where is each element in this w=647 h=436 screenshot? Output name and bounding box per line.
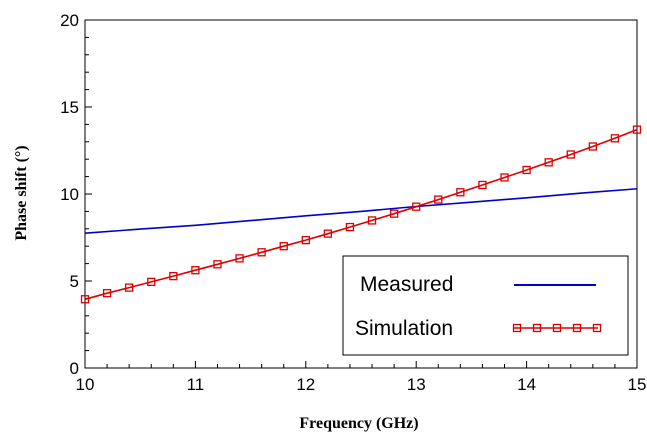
series-point-simulation [147, 277, 156, 287]
series-point-simulation [544, 158, 553, 167]
legend: Measured Simulation [342, 255, 629, 356]
legend-swatch-marker [512, 323, 522, 333]
y-axis-title: Phase shift (°) [13, 145, 30, 240]
legend-swatch-marker [572, 323, 582, 333]
series-point-simulation [367, 216, 377, 225]
series-point-simulation [80, 295, 90, 304]
series-point-simulation [456, 188, 465, 197]
series-point-simulation [610, 134, 620, 143]
series-point-simulation [566, 150, 575, 159]
x-tick-label: 15 [628, 375, 647, 394]
x-tick-label: 12 [296, 375, 315, 394]
series-point-simulation [169, 271, 178, 281]
series-point-simulation [345, 222, 355, 232]
x-tick-label: 14 [517, 375, 536, 394]
legend-box [342, 255, 629, 356]
series-point-simulation [301, 235, 310, 245]
series-point-simulation [191, 266, 200, 275]
series-point-simulation [478, 180, 487, 190]
series-point-simulation [500, 173, 509, 182]
series-point-simulation [434, 195, 443, 204]
legend-swatch-simulation [512, 323, 602, 333]
series-layer [80, 125, 642, 304]
series-point-simulation [412, 202, 421, 211]
series-point-simulation [389, 209, 399, 218]
x-tick-label: 11 [187, 375, 205, 394]
y-tick-label: 10 [60, 185, 79, 204]
legend-label-measured: Measured [360, 273, 453, 296]
series-point-simulation [279, 242, 288, 251]
y-tick-label: 5 [70, 272, 79, 291]
legend-swatch-marker [592, 323, 602, 333]
series-point-simulation [102, 289, 112, 298]
series-point-simulation [235, 254, 244, 263]
x-tick-label: 10 [76, 375, 95, 394]
series-point-simulation [257, 248, 266, 257]
x-axis-title: Frequency (GHz) [299, 415, 418, 432]
series-point-simulation [588, 142, 597, 151]
series-point-simulation [213, 260, 222, 269]
y-tick-label: 20 [60, 11, 79, 30]
y-tick-label: 15 [60, 98, 79, 117]
series-line-measured [84, 188, 638, 234]
series-point-simulation [323, 229, 333, 238]
y-tick-label: 0 [70, 359, 79, 378]
series-point-simulation [522, 165, 531, 175]
legend-swatch-marker [552, 323, 562, 333]
legend-swatch-marker [532, 323, 542, 333]
x-tick-label: 13 [407, 375, 426, 394]
series-point-simulation [125, 283, 134, 292]
legend-label-simulation: Simulation [355, 317, 453, 340]
axis-ticks: 10 11 12 13 14 15 0 5 10 15 20 [60, 11, 646, 394]
series-point-simulation [632, 125, 642, 134]
